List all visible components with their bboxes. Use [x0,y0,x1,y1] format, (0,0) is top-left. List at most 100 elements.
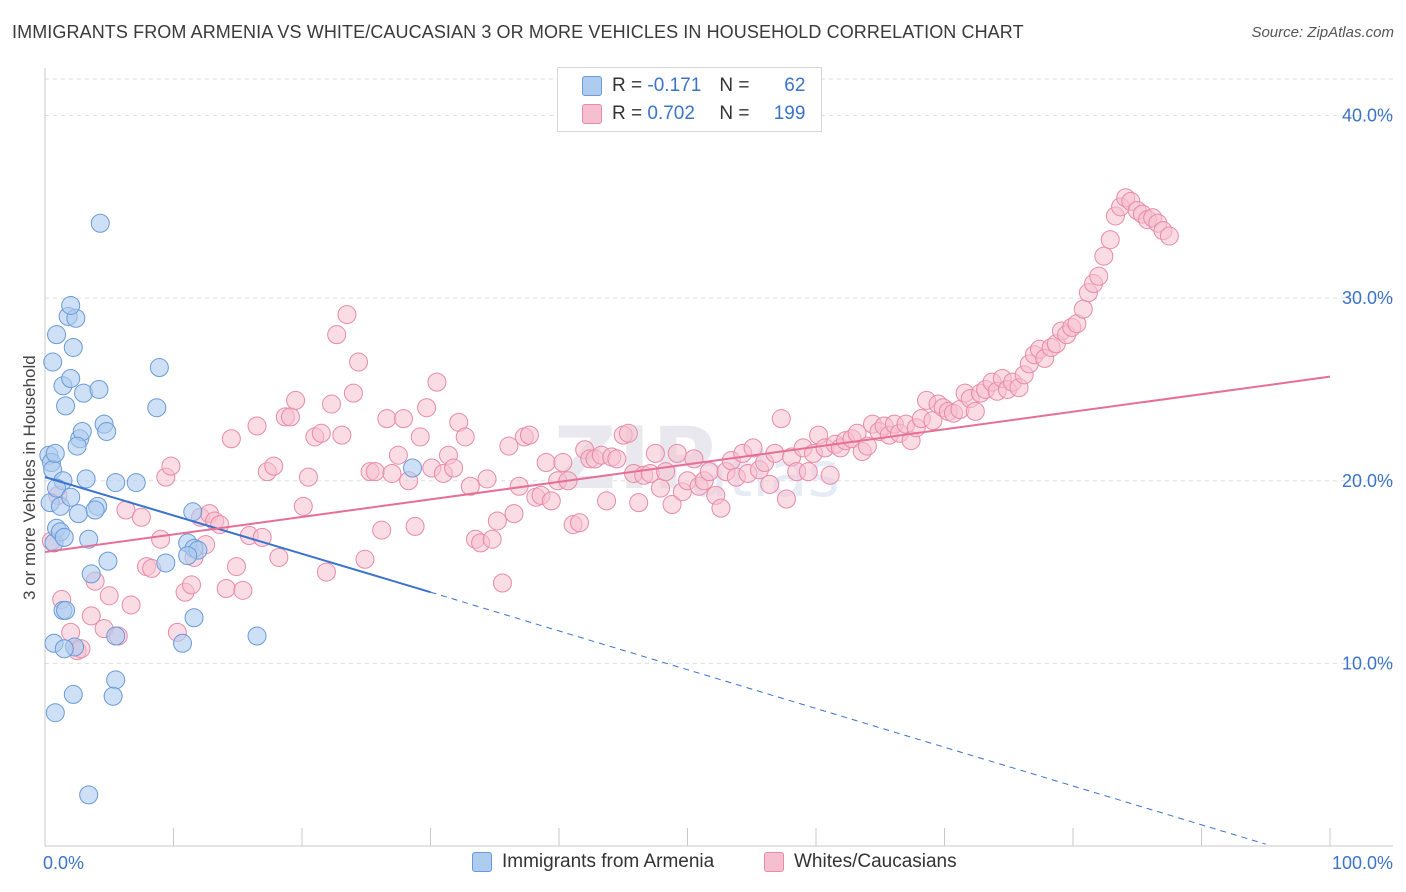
point-whites [477,469,497,489]
point-whites [99,586,119,606]
point-whites [161,456,181,476]
point-whites [536,453,556,472]
point-armenia [184,608,204,628]
point-whites [1159,226,1179,246]
point-armenia [97,421,117,441]
point-whites [651,478,671,498]
point-armenia [76,469,96,489]
point-armenia [61,368,81,388]
x-tick-label-end: 100.0% [1332,853,1393,873]
legend: R = -0.171 N = 62 R = 0.702 N = 199 [557,67,822,132]
point-whites [1073,299,1093,319]
point-whites [81,606,101,626]
point-armenia [47,325,67,345]
point-whites [504,504,524,524]
point-armenia [172,633,192,653]
point-armenia [103,686,123,706]
point-whites [847,423,867,443]
point-whites [394,409,414,429]
legend-n-label: N = [719,103,750,124]
point-whites [1094,246,1114,266]
point-whites [1100,230,1120,250]
point-armenia [147,398,167,418]
legend-r-value: -0.171 [647,75,702,96]
point-armenia [98,551,118,571]
bottom-legend-whites: Whites/Caucasians [764,851,957,873]
point-whites [327,325,347,345]
legend-n-value: 62 [784,75,806,96]
point-armenia [54,639,74,659]
point-whites [365,462,385,482]
point-armenia [89,379,109,399]
point-armenia [403,458,423,478]
point-whites [377,409,397,429]
point-whites [372,520,392,540]
legend-n-label: N = [719,75,750,96]
point-whites [410,427,430,447]
point-armenia [68,504,88,524]
point-whites [760,474,780,494]
point-whites [570,513,590,533]
chart-title: IMMIGRANTS FROM ARMENIA VS WHITE/CAUCASI… [12,22,1024,42]
tick-labels: 10.0% 20.0% 30.0% 40.0% 0.0% 100.0% [43,106,1393,873]
trend-line-whites [44,375,1331,553]
series-whites-points [41,188,1179,661]
point-whites [519,425,539,445]
point-whites [667,443,687,463]
point-armenia [63,337,83,357]
point-whites [711,498,731,518]
point-whites [343,383,363,403]
point-whites [820,465,840,485]
point-armenia [61,487,81,507]
point-whites [699,462,719,482]
point-armenia [45,443,65,463]
y-tick-label: 10.0% [1342,653,1393,673]
y-axis-label: 3 or more Vehicles in Household [20,355,39,600]
legend-swatch-pink [582,104,602,124]
point-whites [337,305,357,325]
point-whites [349,352,369,372]
point-whites [492,573,512,593]
point-armenia [63,684,83,704]
legend-r-label: R = [612,103,643,124]
legend-r-value: 0.702 [647,103,695,124]
point-armenia [61,295,81,315]
x-tick-label-start: 0.0% [43,853,84,873]
point-whites [455,427,475,447]
point-armenia [90,213,110,233]
point-armenia [67,436,87,456]
point-whites [298,467,318,487]
point-whites [316,562,336,582]
point-whites [444,458,464,478]
point-whites [662,495,682,515]
point-whites [656,462,676,482]
point-whites [499,436,519,456]
point-armenia [156,553,176,573]
point-whites [216,579,236,599]
point-whites [618,423,638,443]
trend-line-armenia-extension [430,591,1266,845]
point-armenia [85,500,105,520]
source-label: Source: ZipAtlas.com [1251,24,1394,41]
bottom-legend-swatch-blue [472,852,492,872]
point-whites [247,416,267,436]
y-tick-label: 20.0% [1342,471,1393,491]
point-whites [607,449,627,469]
point-armenia [106,670,126,690]
point-whites [181,575,201,595]
bottom-legend-armenia: Immigrants from Armenia [472,851,714,873]
point-whites [121,595,141,615]
point-whites [280,407,300,427]
point-whites [286,390,306,410]
point-whites [629,493,649,513]
point-armenia [56,396,76,416]
point-whites [776,489,796,509]
point-whites [269,547,289,567]
legend-row-whites: R = 0.702 N = 199 [582,102,805,126]
point-whites [382,463,402,483]
trend-lines [44,375,1331,845]
point-whites [311,423,331,443]
point-armenia [45,703,65,723]
point-whites [233,580,253,600]
